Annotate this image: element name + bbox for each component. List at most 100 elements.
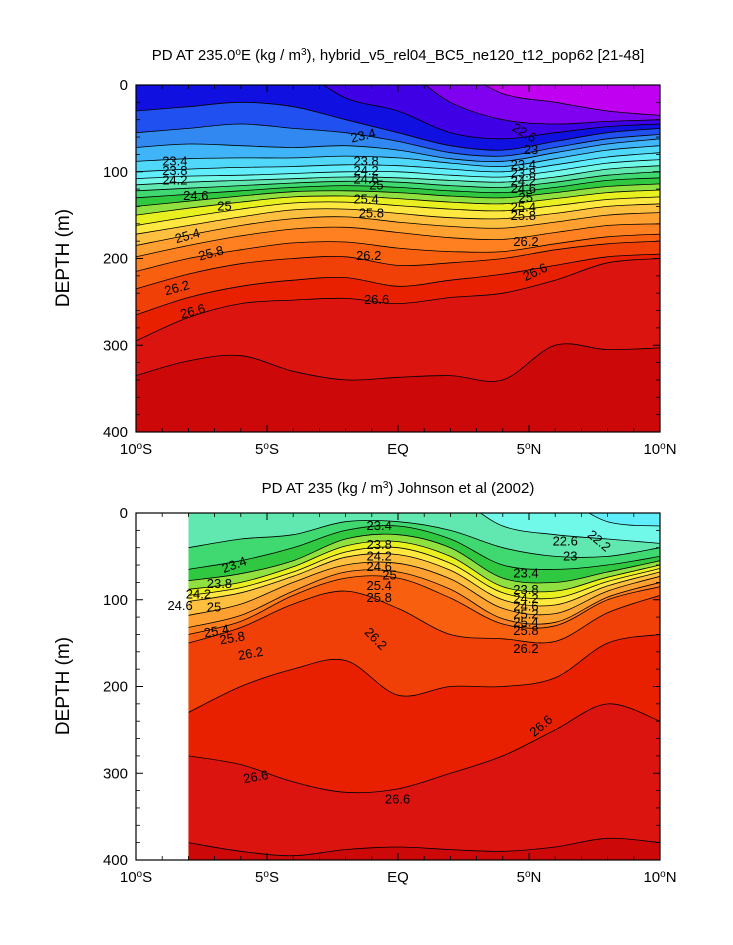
top-contour-plot: 23.4 22.62323.423.824.224.62523.824.224.6…	[136, 85, 660, 432]
contour-line	[136, 233, 660, 272]
contour-label: 25.4	[367, 578, 392, 593]
contour-label: 26.2	[163, 277, 191, 298]
x-tick-label: 10oN	[643, 441, 676, 459]
bottom-y-axis-label: DEPTH (m)	[53, 637, 74, 735]
contour-label: 25.8	[367, 590, 392, 605]
contour-label: 25.2	[513, 606, 538, 621]
y-tick-label: 0	[120, 77, 128, 94]
contour-label: 25.4	[173, 225, 201, 246]
y-tick-label: 100	[103, 164, 128, 181]
contour-line	[322, 85, 660, 140]
contour-label: 25	[519, 190, 533, 205]
x-tick-label: 5oS	[255, 869, 279, 887]
contour-label: 25.8	[197, 242, 225, 263]
contour-label: 24.6	[367, 559, 392, 574]
contour-label: 24.2	[353, 163, 378, 178]
contour-label: 26.2	[513, 234, 538, 249]
y-tick-label: 0	[120, 505, 128, 522]
contour-line	[136, 258, 660, 342]
contour-label: 24.2	[511, 173, 536, 188]
contour-label: 25	[382, 567, 396, 582]
contour-label: 24.6	[183, 188, 208, 203]
contour-line	[136, 196, 660, 226]
top-y-axis-label: DEPTH (m)	[53, 209, 74, 307]
contour-label: 25.4	[511, 199, 536, 214]
contour-label: 23.4	[367, 518, 392, 533]
contour-line	[188, 546, 660, 600]
contour-line	[424, 85, 660, 125]
contour-line	[136, 138, 660, 163]
contour-label: 26.2	[513, 641, 538, 656]
contour-label: 26.6	[178, 301, 206, 322]
contour-label: 25	[207, 600, 221, 615]
contour-label: 24.6	[513, 599, 538, 614]
contour-line	[188, 540, 660, 593]
y-tick-label: 400	[103, 852, 128, 869]
bottom-panel: PD AT 235 (kg / m3) Johnson et al (2002)…	[53, 480, 677, 887]
x-tick-label: EQ	[387, 869, 409, 886]
contour-label: 23	[524, 142, 538, 157]
contour-line	[136, 165, 660, 186]
contour-label: 25.4	[353, 192, 378, 207]
contour-label: 25.8	[511, 208, 536, 223]
contour-label: 26.6	[242, 767, 270, 786]
y-tick-label: 200	[103, 679, 128, 696]
contour-label: 24.2	[162, 172, 187, 187]
contour-line	[188, 533, 660, 584]
contour-label: 24.2	[513, 591, 538, 606]
contour-label: 24.2	[186, 587, 211, 602]
contour-label: 25	[369, 178, 383, 193]
contour-label: 23.8	[207, 576, 232, 591]
contour-label: 22.6	[553, 534, 578, 549]
contour-label: 24.6	[353, 172, 378, 187]
x-tick-label: EQ	[387, 441, 409, 458]
y-tick-label: 400	[103, 424, 128, 441]
x-tick-label: 10oN	[643, 869, 676, 887]
contour-line	[188, 634, 660, 713]
x-tick-label: 10oS	[120, 869, 152, 887]
contour-line	[479, 513, 660, 544]
contour-line	[188, 569, 660, 628]
contour-line	[136, 101, 660, 151]
contour-label: 23.8	[367, 537, 392, 552]
contour-line	[136, 145, 660, 168]
contour-band	[188, 838, 660, 860]
contour-label: 25.8	[513, 623, 538, 638]
contour-line	[188, 519, 660, 558]
contour-line	[188, 561, 660, 616]
top-panel-title: PD AT 235.0oE (kg / m3), hybrid_v5_rel04…	[152, 47, 645, 65]
contour-line	[136, 123, 660, 157]
contour-line	[136, 203, 660, 235]
x-tick-label: 5oS	[255, 441, 279, 459]
no-data-region	[136, 513, 189, 860]
contour-label: 26.2	[356, 248, 381, 263]
contour-label: 25	[217, 198, 231, 213]
bottom-panel-title: PD AT 235 (kg / m3) Johnson et al (2002)	[262, 480, 535, 498]
contour-label: 24.6	[167, 598, 192, 613]
contour-line	[136, 189, 660, 216]
contour-label: 23.8	[511, 165, 536, 180]
contour-label: 23.8	[353, 153, 378, 168]
contour-label: 26.6	[385, 791, 410, 806]
contour-line	[483, 85, 660, 116]
contour-line	[136, 343, 660, 382]
contour-line	[136, 223, 660, 258]
y-tick-label: 200	[103, 251, 128, 268]
x-tick-label: 5oN	[517, 869, 542, 887]
contour-label: 23.4	[349, 125, 377, 145]
contour-label: 25.4	[203, 621, 231, 640]
contour-line	[188, 553, 660, 607]
x-tick-label: 10oS	[120, 441, 152, 459]
contour-label: 26.2	[237, 644, 265, 663]
contour-line	[136, 152, 660, 173]
contour-label: 25.4	[513, 614, 538, 629]
y-tick-label: 300	[103, 765, 128, 782]
contour-label: 23.8	[513, 582, 538, 597]
contour-label: 23.4	[511, 157, 536, 172]
contour-line	[136, 171, 660, 192]
contour-label: 23	[563, 548, 577, 563]
top-panel: PD AT 235.0oE (kg / m3), hybrid_v5_rel04…	[53, 47, 677, 459]
